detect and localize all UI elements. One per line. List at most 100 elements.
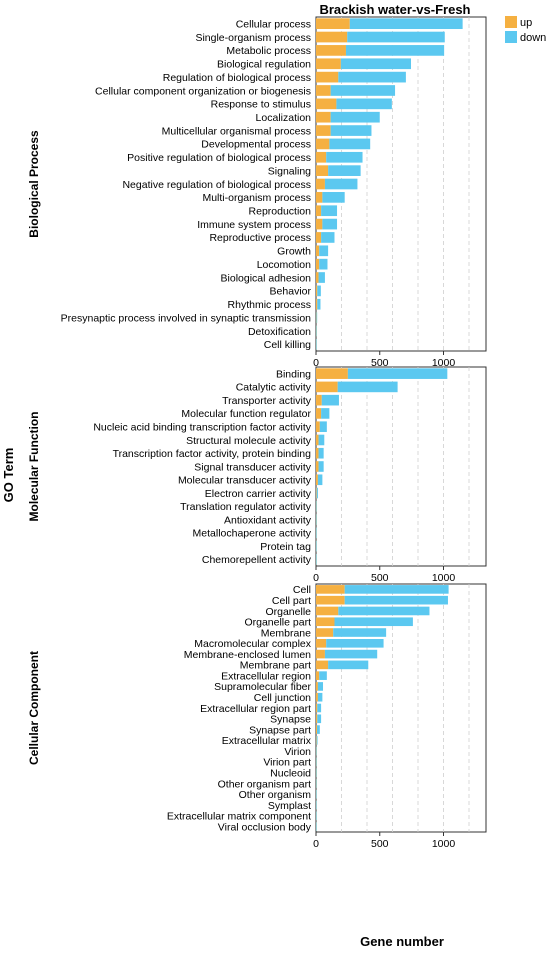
x-tick-label: 1000 [432,838,456,850]
category-label: Extracellular matrix component [167,811,311,823]
bar-down-organelle [338,606,430,616]
bar-down-membrane-enclosed-lumen [324,649,378,659]
category-label: Extracellular matrix [222,735,312,747]
category-label: Transcription factor activity, protein b… [113,448,312,460]
bar-down-molecular-transducer-activity [317,474,323,486]
panel-label-biological-process: Biological Process [27,130,41,238]
bar-down-virion-part [316,757,317,767]
bar-up-binding [316,368,348,379]
category-label: Cellular component organization or bioge… [95,85,311,97]
bar-down-cell-junction [317,692,323,702]
category-label: Macromolecular complex [194,638,311,650]
bar-up-multi-organism-process [316,192,323,203]
category-label: Viral occlusion body [218,821,312,833]
bar-down-behavior [317,285,321,297]
bar-down-nucleoid [316,768,317,778]
category-label: Membrane-enclosed lumen [184,649,311,661]
bar-down-antioxidant-activity [316,514,317,525]
bar-down-binding [347,368,448,379]
bar-up-membrane-enclosed-lumen [316,649,325,659]
bar-up-single-organism-process [316,31,348,43]
category-label: Reproduction [249,206,312,218]
bar-up-presynaptic-process-involved-in-synaptic-transmission [316,312,317,323]
bar-up-localization [316,111,331,123]
bar-up-organelle-part [316,617,335,627]
category-label: Multi-organism process [202,192,311,204]
legend-label-up: up [520,17,532,29]
x-tick-label: 0 [313,572,319,584]
category-label: Other organism [239,789,312,801]
bar-up-reproductive-process [316,232,322,243]
category-label: Structural molecule activity [186,435,312,447]
bar-down-extracellular-matrix-component [316,811,317,821]
bar-up-supramolecular-fiber [316,682,318,691]
bar-down-growth [319,245,329,257]
category-label: Molecular transducer activity [178,475,312,487]
category-label: Other organism part [218,778,311,790]
category-label: Electron carrier activity [205,488,312,500]
bar-up-transcription-factor-activity-protein-binding [316,447,319,459]
category-label: Reproductive process [209,232,311,244]
bar-up-transporter-activity [316,394,322,406]
x-tick-label: 0 [313,357,319,369]
bar-up-electron-carrier-activity [316,487,317,499]
category-label: Multicellular organismal process [162,125,311,137]
bar-up-nucleic-acid-binding-transcription-factor-activity [316,421,320,433]
bar-down-symplast [316,800,317,810]
category-label: Symplast [268,800,311,812]
bar-down-virion [316,746,317,756]
bar-down-signal-transducer-activity [318,461,324,472]
category-label: Cellular process [236,18,311,30]
category-label: Signaling [268,165,311,177]
bar-up-negative-regulation-of-biological-process [316,178,325,190]
bar-down-macromolecular-complex [326,638,384,648]
category-label: Rhythmic process [228,299,311,311]
bar-down-other-organism [316,789,317,799]
bar-down-developmental-process [329,138,371,150]
category-label: Protein tag [260,541,311,553]
bar-up-response-to-stimulus [316,98,337,110]
category-label: Cell killing [264,339,311,351]
bar-up-extracellular-region-part [316,703,318,713]
x-tick-label: 1000 [432,572,456,584]
bar-down-cell [344,585,449,594]
x-axis-label: Gene number [360,934,444,949]
category-label: Membrane [261,627,311,639]
category-label: Chemorepellent activity [202,554,312,566]
category-label: Metallochaperone activity [193,528,312,540]
bar-down-extracellular-region [319,671,327,680]
bar-down-synapse-part [317,725,320,734]
bar-down-extracellular-matrix [316,736,318,745]
bar-up-extracellular-region [316,671,320,680]
x-tick-label: 500 [371,572,389,584]
bar-up-behavior [316,285,318,297]
bar-up-molecular-transducer-activity [316,474,318,486]
bar-down-transcription-factor-activity-protein-binding [318,447,324,459]
bar-down-membrane-part [328,660,369,670]
bar-up-developmental-process [316,138,330,150]
category-label: Nucleic acid binding transcription facto… [93,422,311,434]
bar-down-biological-regulation [340,58,411,70]
bar-down-metallochaperone-activity [316,527,317,539]
bar-down-positive-regulation-of-biological-process [326,151,363,163]
bar-down-other-organism-part [316,779,317,788]
bar-down-supramolecular-fiber [317,682,324,691]
bar-down-cell-killing [316,338,317,350]
category-label: Organelle [265,606,311,618]
panel-label-cellular-component: Cellular Component [27,651,41,765]
bar-down-multi-organism-process [322,192,345,203]
category-label: Catalytic activity [236,382,312,394]
category-label: Cell part [272,595,311,607]
category-label: Biological regulation [217,59,311,71]
bar-up-membrane [316,628,334,637]
bar-up-cell-junction [316,692,318,702]
category-label: Antioxidant activity [224,514,312,526]
bar-up-cellular-process [316,18,350,30]
bar-down-biological-adhesion [318,272,325,283]
category-label: Extracellular region part [200,703,311,715]
bar-down-chemorepellent-activity [316,554,317,565]
